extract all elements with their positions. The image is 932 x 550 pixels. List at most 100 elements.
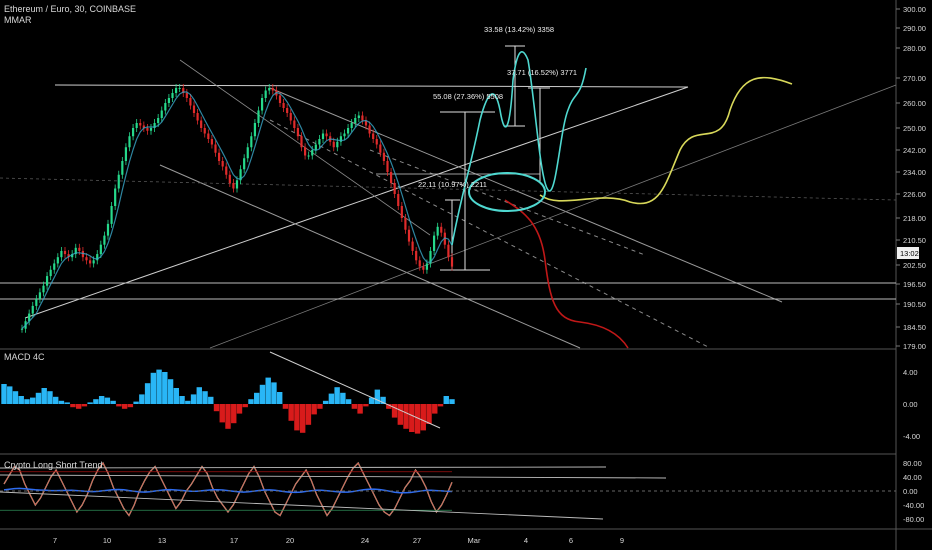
macd-bar xyxy=(104,397,111,404)
dashed-channel-line xyxy=(269,119,711,349)
price-tick-label: 234.00 xyxy=(903,168,926,177)
price-tick-label: 242.00 xyxy=(903,146,926,155)
macd-bar xyxy=(311,404,317,415)
candle-body xyxy=(106,223,110,236)
candle-body xyxy=(142,125,145,128)
macd-bar xyxy=(93,399,99,404)
candle-body xyxy=(239,169,242,181)
candle-body xyxy=(121,161,124,175)
macd-trendline xyxy=(269,351,441,429)
candle-body xyxy=(20,328,24,330)
time-tick-label: 17 xyxy=(230,536,238,545)
highlight-ellipse xyxy=(468,172,546,212)
macd-bar xyxy=(414,404,421,434)
candle-body xyxy=(49,269,52,277)
candle-body xyxy=(45,276,49,286)
candle-body xyxy=(325,133,328,137)
macd-histogram xyxy=(1,351,455,434)
price-tick-label: 190.50 xyxy=(903,300,926,309)
macd-bar xyxy=(64,402,70,404)
macd-bar xyxy=(271,382,277,404)
candle-body xyxy=(311,150,314,156)
indicator-mmar-label[interactable]: MMAR xyxy=(4,15,32,25)
time-axis[interactable]: 7 10 13 17 20 24 27 Mar 4 6 9 xyxy=(53,536,624,545)
candle-body xyxy=(221,161,224,167)
dotted-level-line xyxy=(0,177,897,201)
macd-title[interactable]: MACD 4C xyxy=(4,352,45,362)
ls-trend-title[interactable]: Crypto Long Short Trend xyxy=(4,460,103,470)
macd-bar xyxy=(351,404,358,409)
macd-bar xyxy=(70,404,76,408)
macd-bar xyxy=(121,404,128,409)
candle-body xyxy=(63,250,67,255)
candle-body xyxy=(228,174,231,183)
candle-body xyxy=(260,98,264,111)
macd-bar xyxy=(368,397,375,404)
candle-body xyxy=(42,285,45,293)
candle-body xyxy=(397,194,400,206)
macd-bar xyxy=(75,404,82,409)
macd-bar xyxy=(98,396,105,404)
macd-bar xyxy=(437,404,444,407)
macd-bar xyxy=(449,399,455,404)
candle-body xyxy=(164,103,167,111)
candle-body xyxy=(432,235,436,251)
price-tick-label: 196.50 xyxy=(903,280,926,289)
candle-body xyxy=(38,292,42,299)
price-tick-label: 218.00 xyxy=(903,214,926,223)
descending-channel-line xyxy=(159,164,581,349)
candle-body xyxy=(88,260,92,264)
macd-bar xyxy=(432,404,438,414)
candle-body xyxy=(203,128,206,134)
macd-bar xyxy=(213,404,220,412)
candle-body xyxy=(110,206,113,224)
macd-bar xyxy=(426,404,432,424)
candle-body xyxy=(103,235,106,245)
time-tick-label: 27 xyxy=(413,536,421,545)
ls-tick-label: 0.00 xyxy=(903,487,918,496)
chart-title[interactable]: Ethereum / Euro, 30, COINBASE xyxy=(4,4,137,14)
macd-bar xyxy=(190,394,197,404)
macd-bar xyxy=(58,400,65,404)
candle-body xyxy=(250,136,253,148)
candle-body xyxy=(135,123,138,128)
candle-body xyxy=(364,120,368,126)
price-tick-label: 184.50 xyxy=(903,323,926,332)
candle-body xyxy=(332,141,335,148)
candle-body xyxy=(293,120,296,128)
ls-trend-pane xyxy=(0,461,896,520)
candle-body xyxy=(157,118,160,123)
ls-tick-label: -40.00 xyxy=(903,501,924,510)
candle-body xyxy=(114,188,117,206)
time-tick-label: 20 xyxy=(286,536,294,545)
candle-body xyxy=(35,299,38,306)
macd-bar xyxy=(259,384,266,404)
macd-bar xyxy=(208,396,214,404)
macd-bar xyxy=(12,391,19,404)
candle-body xyxy=(225,166,228,175)
macd-bar xyxy=(276,392,283,404)
macd-bar xyxy=(282,404,289,409)
mmar-line xyxy=(21,91,453,330)
macd-bar xyxy=(328,393,335,404)
macd-bar xyxy=(288,404,294,421)
macd-bar xyxy=(242,404,248,408)
candle-body xyxy=(422,266,425,270)
candle-body xyxy=(336,141,339,148)
price-candles xyxy=(20,84,454,333)
macd-bar xyxy=(116,404,122,407)
candle-body xyxy=(92,260,95,264)
candle-body xyxy=(171,93,174,98)
candle-body xyxy=(278,95,282,103)
candle-body xyxy=(418,260,421,267)
macd-bar xyxy=(363,404,369,407)
price-tick-label: 290.00 xyxy=(903,24,926,33)
candle-body xyxy=(404,218,407,230)
candle-body xyxy=(379,144,382,153)
price-axis[interactable]: 300.00 290.00 280.00 270.00 260.00 250.00 242.… xyxy=(896,5,926,524)
candle-body xyxy=(372,133,375,139)
candle-body xyxy=(153,123,156,128)
ls-tick-label: -80.00 xyxy=(903,515,924,524)
ls-tick-label: 80.00 xyxy=(903,459,922,468)
